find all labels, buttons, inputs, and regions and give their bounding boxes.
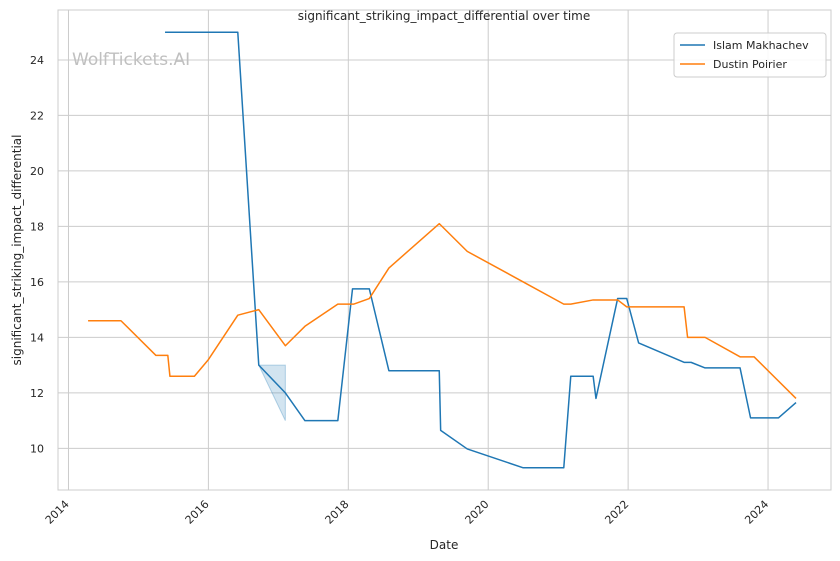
series-line-dustin-poirier xyxy=(88,222,797,399)
y-tick-label: 10 xyxy=(30,442,44,455)
chart-title: significant_striking_impact_differential… xyxy=(298,9,590,23)
legend-box xyxy=(673,32,827,78)
y-tick-label: 20 xyxy=(30,165,44,178)
legend-label-dustin-poirier: Dustin Poirier xyxy=(713,58,787,71)
y-tick-label: 24 xyxy=(30,54,44,67)
x-axis-label: Date xyxy=(430,538,459,552)
plot-frame xyxy=(57,9,832,491)
series-layer xyxy=(88,31,797,469)
y-tick-label: 14 xyxy=(30,331,44,344)
legend-label-islam-makhachev: Islam Makhachev xyxy=(713,39,809,52)
series-line-islam-makhachev xyxy=(165,31,797,469)
watermark: WolfTickets.AI xyxy=(72,50,190,70)
y-tick-label: 12 xyxy=(30,387,44,400)
legend: Islam Makhachev Dustin Poirier xyxy=(673,32,827,78)
y-tick-label: 16 xyxy=(30,276,44,289)
y-axis-ticks: 10 12 14 16 18 20 22 24 xyxy=(30,54,44,455)
y-tick-label: 22 xyxy=(30,109,44,122)
y-axis-label: significant_striking_impact_differential xyxy=(10,135,24,366)
y-tick-label: 18 xyxy=(30,220,44,233)
